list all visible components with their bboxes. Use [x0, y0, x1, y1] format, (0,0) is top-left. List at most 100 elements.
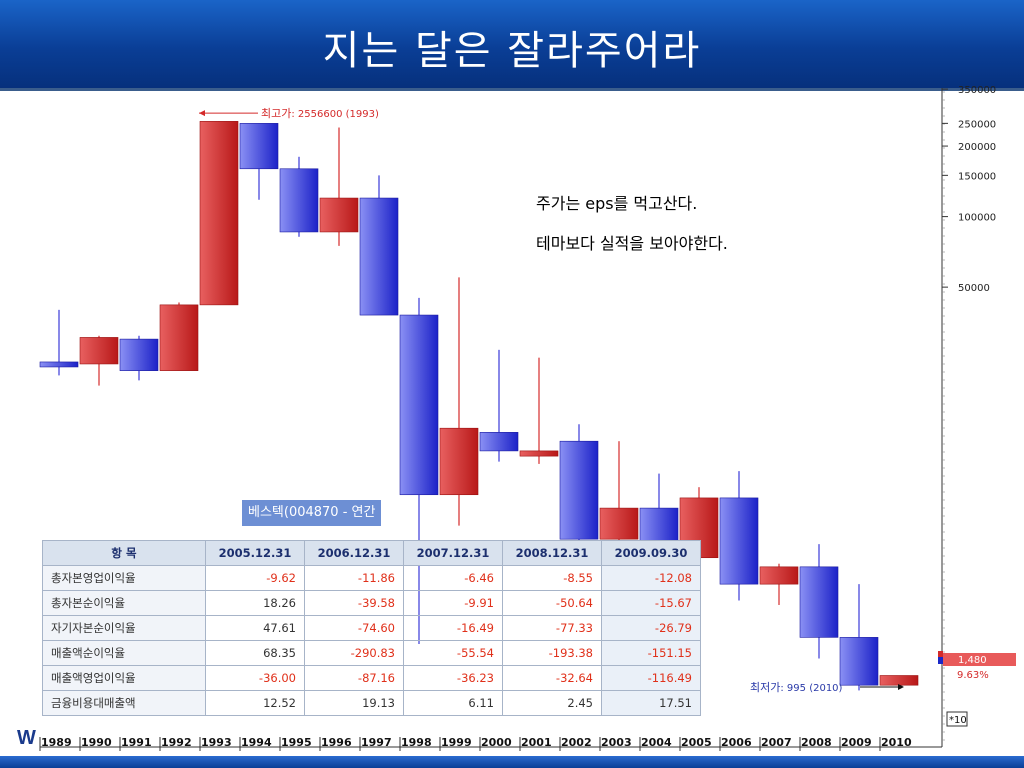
- financial-ratio-table: 항 목 2005.12.31 2006.12.31 2007.12.31 200…: [42, 540, 701, 716]
- high-label: 최고가: [261, 107, 291, 120]
- x-tick-label: 1989: [41, 736, 72, 749]
- candle-body: [439, 427, 479, 496]
- table-row-label: 자기자본순이익율: [42, 615, 206, 641]
- table-cell: -6.46: [403, 565, 503, 591]
- footer-bar: [0, 756, 1024, 768]
- y-tick-label: 150000: [958, 171, 996, 182]
- table-header-item: 항 목: [42, 540, 206, 566]
- table-cell: -32.64: [502, 665, 602, 691]
- candle-body: [799, 566, 839, 638]
- table-header-col: 2008.12.31: [502, 540, 602, 566]
- table-cell: -26.79: [601, 615, 701, 641]
- candle-body: [279, 168, 319, 233]
- table-cell: -36.23: [403, 665, 503, 691]
- y-tick-label: 250000: [958, 119, 996, 130]
- high-annotation: 최고가: 2556600 (1993): [261, 107, 379, 120]
- table-cell: -9.91: [403, 590, 503, 616]
- y-tick-label: 350000: [958, 85, 996, 96]
- x-tick-label: 2003: [601, 736, 632, 749]
- x-tick-label: 2009: [841, 736, 872, 749]
- table-cell: -15.67: [601, 590, 701, 616]
- low-annotation: 최저가: 995 (2010): [750, 681, 843, 694]
- table-row: 매출액순이익율 68.35 -290.83 -55.54 -193.38 -151.15: [42, 640, 701, 666]
- candle-body: [239, 123, 279, 170]
- x-tick-label: 1997: [361, 736, 392, 749]
- x-tick-label: 2004: [641, 736, 672, 749]
- x-tick-label: 1998: [401, 736, 432, 749]
- y-tick-label: 200000: [958, 142, 996, 153]
- x-tick-label: 2008: [801, 736, 832, 749]
- table-cell: -36.00: [205, 665, 305, 691]
- table-cell: -74.60: [304, 615, 404, 641]
- table-row-label: 총자본순이익율: [42, 590, 206, 616]
- table-cell: 2.45: [502, 690, 602, 716]
- table-cell: -77.33: [502, 615, 602, 641]
- table-cell: 12.52: [205, 690, 305, 716]
- table-row: 매출액영업이익율 -36.00 -87.16 -36.23 -32.64 -116.49: [42, 665, 701, 691]
- x-tick-label: 2002: [561, 736, 592, 749]
- x-tick-label: 1991: [121, 736, 152, 749]
- x-tick-label: 2005: [681, 736, 712, 749]
- low-arrow-head: [898, 684, 904, 690]
- x-tick-label: 1994: [241, 736, 272, 749]
- x-tick-label: 2001: [521, 736, 552, 749]
- candle-body: [399, 314, 439, 496]
- table-cell: -50.64: [502, 590, 602, 616]
- table-cell: 6.11: [403, 690, 503, 716]
- x-tick-label: 1999: [441, 736, 472, 749]
- table-row-label: 매출액순이익율: [42, 640, 206, 666]
- table-row-label: 매출액영업이익율: [42, 665, 206, 691]
- table-header-col: 2007.12.31: [403, 540, 503, 566]
- candle-body: [839, 637, 879, 686]
- title-bar: 지는 달은 잘라주어라: [0, 0, 1024, 91]
- high-value: : 2556600 (1993): [291, 109, 379, 120]
- table-cell: 18.26: [205, 590, 305, 616]
- price-tag-box: [943, 653, 1016, 666]
- x-tick-label: 1995: [281, 736, 312, 749]
- x-tick-label: 2010: [881, 736, 912, 749]
- table-cell: -87.16: [304, 665, 404, 691]
- y-tick-label: 50000: [958, 283, 990, 294]
- price-change: 9.63%: [957, 670, 989, 681]
- commentary-note: 주가는 eps를 먹고산다. 테마보다 실적을 보아야한다.: [536, 184, 728, 264]
- candle-body: [359, 197, 399, 316]
- table-row: 자기자본순이익율 47.61 -74.60 -16.49 -77.33 -26.79: [42, 615, 701, 641]
- multiplier-label: *10: [949, 715, 967, 726]
- table-header-col: 2005.12.31: [205, 540, 305, 566]
- price-tag-marker: [938, 657, 943, 664]
- logo-letter: W: [17, 727, 36, 749]
- stock-label: 베스텍(004870 - 연간: [242, 500, 382, 526]
- candle-body: [559, 440, 599, 540]
- candle-body: [759, 566, 799, 585]
- table-cell: -151.15: [601, 640, 701, 666]
- table-cell: 47.61: [205, 615, 305, 641]
- candle-body: [39, 361, 79, 368]
- table-cell: -193.38: [502, 640, 602, 666]
- table-cell: -12.08: [601, 565, 701, 591]
- table-header-row: 항 목 2005.12.31 2006.12.31 2007.12.31 200…: [42, 540, 701, 566]
- candle-body: [119, 338, 159, 371]
- multiplier-box: [946, 711, 968, 727]
- table-row-label: 금융비용대매출액: [42, 690, 206, 716]
- x-tick-label: 2007: [761, 736, 792, 749]
- low-value: : 995 (2010): [780, 683, 842, 694]
- table-row-label: 총자본영업이익율: [42, 565, 206, 591]
- table-cell: -9.62: [205, 565, 305, 591]
- table-cell: -16.49: [403, 615, 503, 641]
- x-tick-label: 1990: [81, 736, 112, 749]
- x-tick-label: 2006: [721, 736, 752, 749]
- candle-body: [319, 197, 359, 233]
- candle-body: [159, 304, 199, 371]
- table-row: 총자본순이익율 18.26 -39.58 -9.91 -50.64 -15.67: [42, 590, 701, 616]
- x-tick-label: 1996: [321, 736, 352, 749]
- table-header-col: 2009.09.30: [601, 540, 701, 566]
- table-cell: 68.35: [205, 640, 305, 666]
- table-row: 총자본영업이익율 -9.62 -11.86 -6.46 -8.55 -12.08: [42, 565, 701, 591]
- candle-body: [599, 507, 639, 540]
- x-tick-label: 2000: [481, 736, 512, 749]
- table-cell: -39.58: [304, 590, 404, 616]
- table-row: 금융비용대매출액 12.52 19.13 6.11 2.45 17.51: [42, 690, 701, 716]
- table-cell: 17.51: [601, 690, 701, 716]
- table-cell: -116.49: [601, 665, 701, 691]
